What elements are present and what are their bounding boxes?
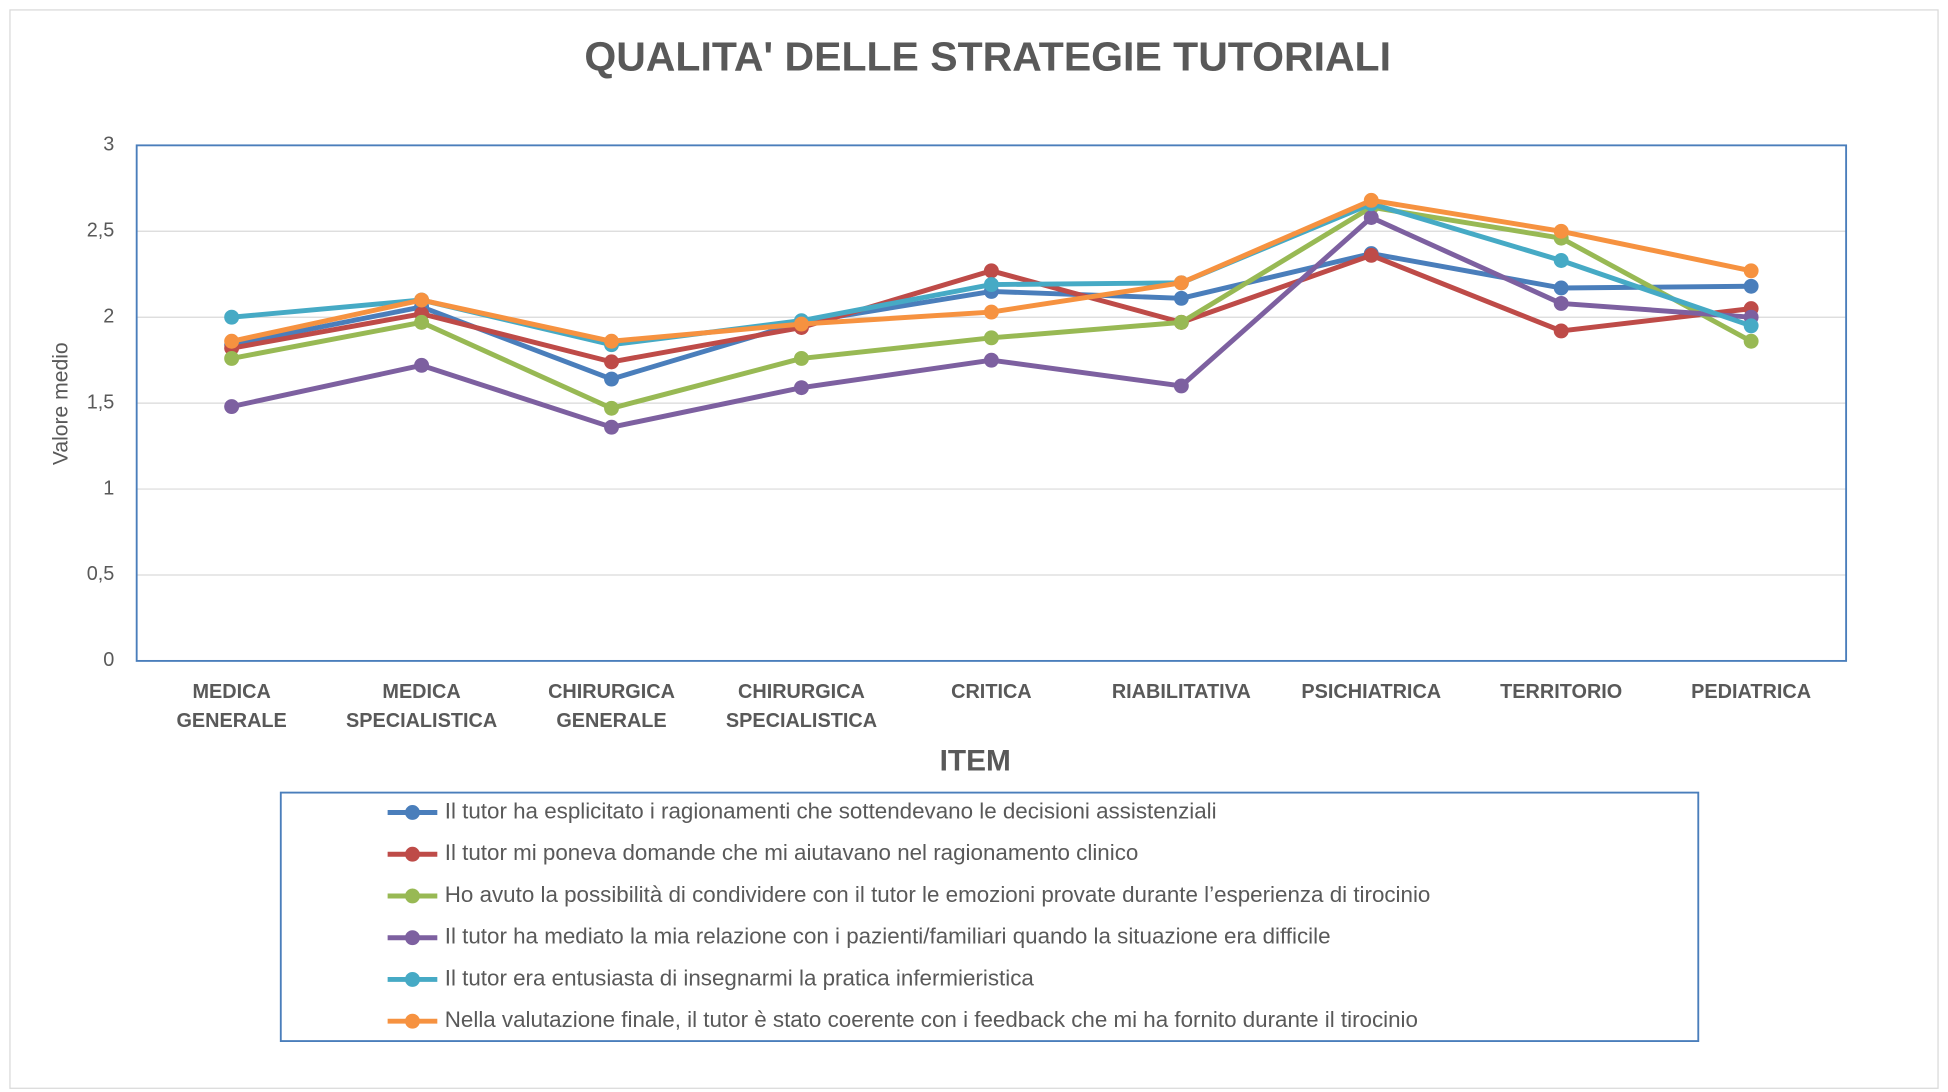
legend-marker xyxy=(405,805,420,820)
x-tick-label: PEDIATRICA xyxy=(1691,681,1811,703)
legend-label: Il tutor ha mediato la mia relazione con… xyxy=(445,924,1331,949)
y-tick-label: 2 xyxy=(103,305,114,327)
y-tick-label: 2,5 xyxy=(87,220,115,242)
x-tick-label: CHIRURGICA GENERALE xyxy=(548,681,675,732)
data-point xyxy=(794,380,809,396)
data-point xyxy=(604,354,619,370)
y-tick-label: 3 xyxy=(103,134,114,156)
legend-label: Il tutor era entusiasta di insegnarmi la… xyxy=(445,965,1035,990)
x-tick-label: TERRITORIO xyxy=(1500,681,1622,703)
data-point xyxy=(1743,278,1759,294)
y-tick-label: 1 xyxy=(103,477,114,499)
data-point xyxy=(983,263,999,279)
y-axis-title: Valore medio xyxy=(50,342,73,465)
data-point xyxy=(1363,247,1379,263)
data-point xyxy=(1553,296,1569,311)
x-tick-label: CHIRURGICA SPECIALISTICA xyxy=(726,681,877,732)
y-tick-label: 0,5 xyxy=(87,563,115,585)
data-point xyxy=(983,352,999,368)
data-point xyxy=(224,333,240,349)
data-point xyxy=(1553,253,1569,268)
x-tick-label: CRITICA xyxy=(951,681,1032,703)
data-point xyxy=(983,304,999,320)
data-point xyxy=(604,333,619,349)
legend-marker xyxy=(405,846,420,862)
data-point xyxy=(224,309,240,325)
legend-marker xyxy=(405,888,420,904)
y-tick-label: 0 xyxy=(103,649,114,671)
plot-border xyxy=(135,144,1848,662)
data-point xyxy=(224,399,240,415)
legend-marker xyxy=(405,1013,420,1029)
data-point xyxy=(1743,333,1759,349)
data-point xyxy=(224,350,240,366)
data-point xyxy=(414,292,430,308)
legend-box xyxy=(279,791,1700,1042)
data-point xyxy=(604,419,619,435)
x-tick-label: PSICHIATRICA xyxy=(1301,681,1441,703)
chart-title: QUALITA' DELLE STRATEGIE TUTORIALI xyxy=(584,33,1391,79)
data-point xyxy=(983,277,999,293)
data-point xyxy=(983,330,999,346)
y-tick-label: 1,5 xyxy=(87,391,115,413)
data-point xyxy=(1553,323,1569,339)
data-point xyxy=(1743,263,1759,279)
data-point xyxy=(414,314,430,330)
data-point xyxy=(1173,314,1189,330)
legend-label: Nella valutazione finale, il tutor è sta… xyxy=(445,1007,1418,1032)
data-point xyxy=(1363,192,1379,208)
x-tick-label: MEDICA SPECIALISTICA xyxy=(346,681,497,732)
data-point xyxy=(1553,280,1569,296)
legend-marker xyxy=(405,930,420,946)
x-tick-label: RIABILITATIVA xyxy=(1112,681,1251,703)
data-point xyxy=(1743,318,1759,334)
data-point xyxy=(414,357,430,373)
data-point xyxy=(794,316,809,332)
x-axis-title: ITEM xyxy=(940,745,1011,778)
chart-border xyxy=(9,9,1939,1089)
data-point xyxy=(794,350,809,366)
data-point xyxy=(1173,290,1189,306)
data-point xyxy=(1363,210,1379,225)
legend-label: Il tutor mi poneva domande che mi aiutav… xyxy=(445,840,1139,865)
data-point xyxy=(1553,223,1569,239)
data-point xyxy=(604,371,619,387)
legend-label: Il tutor ha esplicitato i ragionamenti c… xyxy=(445,798,1217,823)
x-tick-label: MEDICA GENERALE xyxy=(176,681,286,732)
legend-marker xyxy=(405,971,420,987)
data-point xyxy=(1173,275,1189,291)
legend-label: Ho avuto la possibilità di condividere c… xyxy=(445,882,1431,907)
data-point xyxy=(604,400,619,416)
data-point xyxy=(1173,378,1189,394)
